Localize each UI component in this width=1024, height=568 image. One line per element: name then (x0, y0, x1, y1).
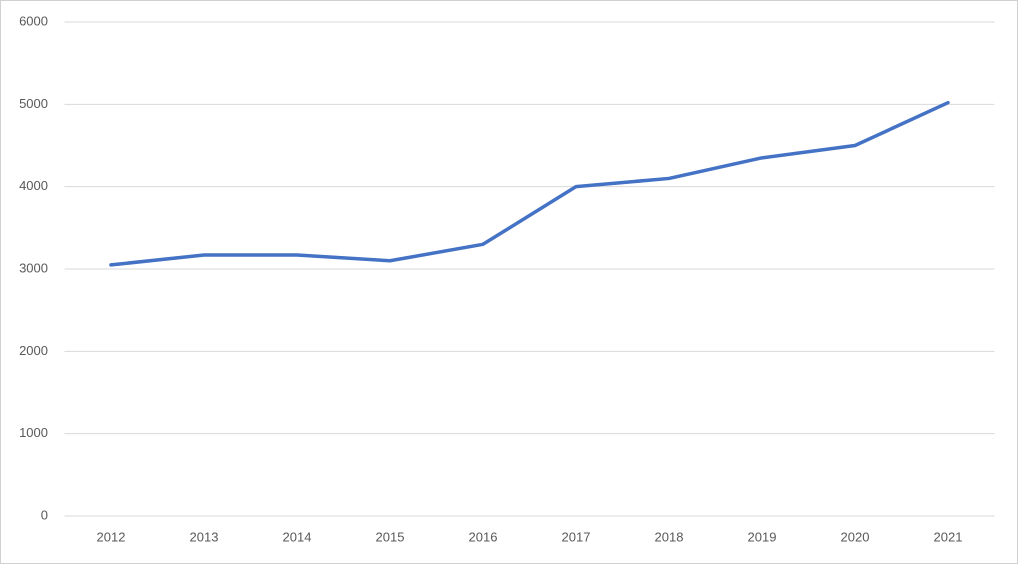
x-tick-label: 2016 (469, 529, 498, 544)
y-tick-label: 3000 (19, 260, 48, 275)
x-tick-label: 2020 (841, 529, 870, 544)
y-tick-label: 5000 (19, 96, 48, 111)
x-tick-label: 2017 (562, 529, 591, 544)
y-tick-label: 1000 (19, 425, 48, 440)
y-tick-label: 4000 (19, 178, 48, 193)
y-tick-label: 2000 (19, 343, 48, 358)
x-tick-label: 2013 (190, 529, 219, 544)
y-tick-label: 0 (41, 507, 48, 522)
x-tick-label: 2018 (655, 529, 684, 544)
x-tick-label: 2015 (376, 529, 405, 544)
data-line (109, 100, 950, 267)
x-tick-label: 2014 (283, 529, 312, 544)
x-tick-label: 2021 (934, 529, 963, 544)
x-tick-label: 2019 (748, 529, 777, 544)
x-tick-label: 2012 (97, 529, 126, 544)
y-tick-label: 6000 (19, 13, 48, 28)
